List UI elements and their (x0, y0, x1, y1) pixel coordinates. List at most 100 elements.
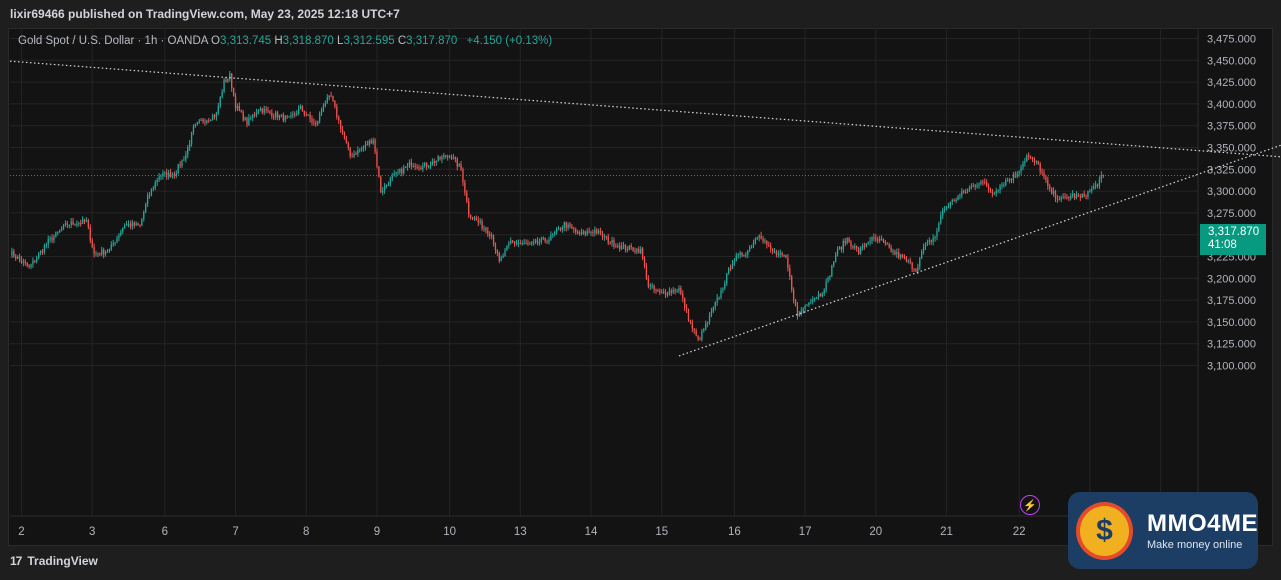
candle-body (269, 110, 271, 113)
candle-body (479, 221, 481, 223)
x-tick-label: 2 (18, 526, 24, 538)
candle-body (259, 108, 262, 111)
candle-body (674, 289, 676, 292)
candle-body (515, 243, 518, 245)
candle-body (253, 114, 256, 116)
candle-body (355, 153, 357, 155)
candle-body (932, 237, 934, 243)
candle-body (183, 159, 185, 161)
candle-body (810, 301, 812, 303)
candle-body (1033, 158, 1036, 163)
candle-body (320, 109, 323, 114)
candle-body (571, 226, 573, 229)
candle-body (764, 240, 766, 242)
candle-body (850, 241, 852, 247)
candle-body (80, 223, 82, 225)
candle-body (878, 239, 881, 241)
candle-body (1070, 195, 1072, 199)
candle-body (854, 246, 856, 248)
candle-body (1047, 179, 1049, 187)
candle-body (1031, 157, 1034, 159)
symbol-title[interactable]: Gold Spot / U.S. Dollar · 1h · OANDA (18, 35, 208, 47)
candle-body (752, 242, 755, 247)
candle-body (838, 247, 841, 249)
candle-body (813, 297, 816, 299)
high-value: 3,318.870 (282, 35, 334, 47)
candle-body (1028, 155, 1030, 158)
candle-body (148, 194, 151, 196)
candle-body (433, 161, 435, 164)
candle-body (840, 247, 843, 250)
candle-body (970, 186, 973, 189)
candle-body (561, 227, 564, 230)
candle-body (59, 230, 61, 232)
candle-body (11, 251, 13, 256)
candle-body (666, 294, 669, 296)
candle-body (1102, 175, 1104, 177)
candle-body (265, 108, 267, 111)
candle-body (156, 180, 158, 183)
candle-body (464, 182, 466, 193)
candle-body (942, 210, 944, 216)
candle-body (137, 223, 139, 225)
candle-body (43, 245, 46, 253)
candle-body (963, 191, 965, 193)
candle-body (899, 254, 902, 258)
candle-body (794, 300, 797, 306)
candle-body (257, 110, 260, 113)
candle-body (563, 222, 565, 228)
candle-body (83, 219, 86, 222)
candle-body (1064, 196, 1066, 198)
candle-body (22, 261, 25, 263)
candle-body (792, 289, 795, 301)
candle-body (275, 112, 277, 117)
candle-body (771, 249, 774, 252)
candle-body (659, 290, 661, 293)
candle-body (200, 119, 202, 121)
candle-body (743, 254, 745, 256)
candle-body (326, 97, 328, 104)
candle-body (248, 117, 250, 125)
candle-body (133, 222, 135, 226)
candle-body (995, 191, 997, 194)
y-tick-label: 3,475.000 (1207, 34, 1256, 46)
candle-body (292, 114, 294, 116)
candle-body (414, 165, 416, 167)
candle-body (611, 239, 613, 243)
candle-body (513, 241, 516, 244)
candle-body (749, 247, 751, 251)
candle-body (1081, 194, 1083, 198)
candle-body (276, 112, 279, 118)
candle-body (81, 219, 84, 224)
y-tick-label: 3,175.000 (1207, 295, 1256, 307)
x-tick-label: 7 (232, 526, 238, 538)
candle-body (108, 249, 111, 252)
candle-body (575, 229, 577, 232)
tradingview-footer[interactable]: 17 TradingView (10, 554, 98, 568)
candle-body (366, 144, 369, 146)
lightning-alert-icon[interactable]: ⚡ (1020, 495, 1040, 515)
candle-body (473, 217, 476, 219)
candle-body (169, 172, 172, 177)
candle-body (64, 223, 67, 226)
candle-body (13, 251, 15, 257)
candle-body (594, 229, 596, 233)
candle-body (1054, 190, 1057, 199)
candle-body (783, 255, 785, 257)
candle-body (450, 157, 453, 159)
candle-body (590, 232, 592, 234)
candle-body (630, 245, 632, 248)
y-tick-label: 3,325.000 (1207, 164, 1256, 176)
chart-panel[interactable] (8, 28, 1273, 546)
candle-body (36, 258, 38, 262)
candle-body (699, 339, 701, 341)
y-tick-label: 3,200.000 (1207, 273, 1256, 285)
high-label: H (274, 35, 283, 47)
candle-body (691, 322, 693, 329)
candle-body (592, 232, 594, 234)
candle-body (706, 321, 709, 324)
candle-body (993, 193, 995, 195)
support-trendline (678, 144, 1281, 357)
y-tick-label: 3,450.000 (1207, 55, 1256, 67)
